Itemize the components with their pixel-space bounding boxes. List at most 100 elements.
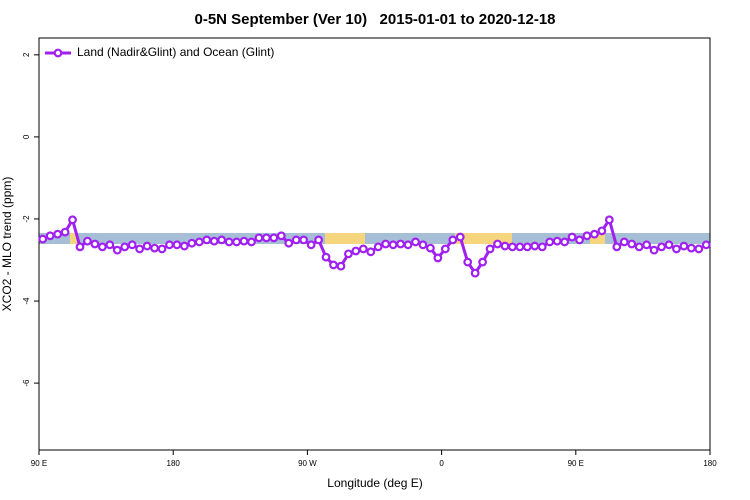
point bbox=[426, 243, 435, 253]
point bbox=[433, 253, 443, 263]
x-tick-label: 180 bbox=[703, 459, 717, 468]
point bbox=[455, 232, 465, 242]
point bbox=[284, 238, 294, 248]
point bbox=[314, 235, 323, 245]
point bbox=[403, 240, 413, 250]
point bbox=[358, 244, 368, 254]
point bbox=[552, 236, 562, 246]
point bbox=[560, 237, 570, 247]
point bbox=[209, 236, 219, 246]
point bbox=[68, 215, 77, 225]
point bbox=[261, 233, 271, 243]
y-tick-label: 2 bbox=[22, 52, 31, 57]
point bbox=[239, 236, 249, 246]
point bbox=[530, 241, 540, 251]
point bbox=[627, 239, 637, 249]
point bbox=[582, 231, 592, 241]
point bbox=[157, 244, 167, 254]
point bbox=[470, 268, 480, 278]
point bbox=[97, 242, 107, 252]
point bbox=[336, 261, 346, 271]
point bbox=[381, 239, 391, 249]
chart-title: 0-5N September (Ver 10) 2015-01-01 to 20… bbox=[194, 11, 555, 28]
x-tick-label: 180 bbox=[167, 459, 181, 468]
surface-band bbox=[39, 233, 710, 244]
point bbox=[83, 236, 92, 246]
point bbox=[612, 242, 622, 252]
point bbox=[194, 237, 204, 247]
point bbox=[411, 237, 420, 247]
point bbox=[224, 237, 234, 247]
point bbox=[701, 240, 711, 250]
point bbox=[537, 242, 547, 252]
y-tick-label: -2 bbox=[22, 215, 31, 223]
point bbox=[485, 244, 495, 254]
point bbox=[105, 240, 115, 250]
point bbox=[351, 246, 361, 256]
x-tick-label: 0 bbox=[439, 459, 444, 468]
point bbox=[522, 242, 532, 252]
point bbox=[269, 233, 279, 243]
point bbox=[500, 241, 510, 251]
point bbox=[590, 229, 599, 239]
point bbox=[60, 227, 70, 237]
y-axis-label: XCO2 - MLO trend (ppm) bbox=[0, 177, 14, 312]
point bbox=[217, 235, 227, 245]
point bbox=[440, 244, 450, 254]
x-tick-label: 90 E bbox=[568, 459, 584, 468]
x-axis-label: Longitude (deg E) bbox=[327, 476, 422, 490]
x-tick-label: 90 W bbox=[298, 459, 317, 468]
legend-marker bbox=[53, 48, 63, 58]
point bbox=[649, 245, 659, 255]
point bbox=[545, 237, 555, 247]
point bbox=[142, 241, 152, 251]
point bbox=[686, 243, 696, 253]
point bbox=[165, 240, 174, 250]
point bbox=[515, 242, 525, 252]
point bbox=[619, 237, 629, 247]
point bbox=[321, 252, 331, 262]
point bbox=[172, 240, 182, 250]
y-tick-label: -6 bbox=[22, 379, 31, 387]
point bbox=[329, 260, 338, 270]
point bbox=[694, 244, 704, 254]
point bbox=[679, 241, 689, 251]
point bbox=[366, 247, 376, 257]
point bbox=[493, 239, 502, 249]
point bbox=[575, 235, 584, 245]
point bbox=[388, 240, 398, 250]
y-tick-label: 0 bbox=[22, 134, 31, 139]
point bbox=[642, 240, 652, 250]
point bbox=[299, 235, 309, 245]
point bbox=[604, 215, 614, 225]
point bbox=[306, 240, 316, 250]
y-tick-label: -4 bbox=[22, 297, 31, 305]
point bbox=[418, 240, 428, 250]
point bbox=[45, 231, 55, 241]
point bbox=[567, 232, 577, 242]
point bbox=[344, 249, 353, 259]
point bbox=[53, 229, 63, 239]
point bbox=[187, 238, 197, 248]
point bbox=[179, 241, 189, 251]
point bbox=[396, 239, 405, 249]
point bbox=[448, 235, 458, 245]
point bbox=[254, 233, 264, 243]
point bbox=[478, 257, 488, 267]
point bbox=[120, 242, 130, 252]
point bbox=[463, 257, 473, 267]
point bbox=[247, 237, 256, 247]
point bbox=[373, 242, 383, 252]
land-band bbox=[325, 233, 365, 244]
point bbox=[291, 235, 301, 245]
point bbox=[127, 240, 137, 250]
land-band bbox=[590, 233, 605, 244]
point bbox=[75, 242, 85, 252]
point bbox=[657, 242, 666, 252]
point bbox=[90, 239, 100, 249]
point bbox=[150, 243, 159, 253]
point bbox=[135, 244, 145, 254]
point bbox=[112, 245, 122, 255]
x-tick-label: 90 E bbox=[31, 459, 47, 468]
